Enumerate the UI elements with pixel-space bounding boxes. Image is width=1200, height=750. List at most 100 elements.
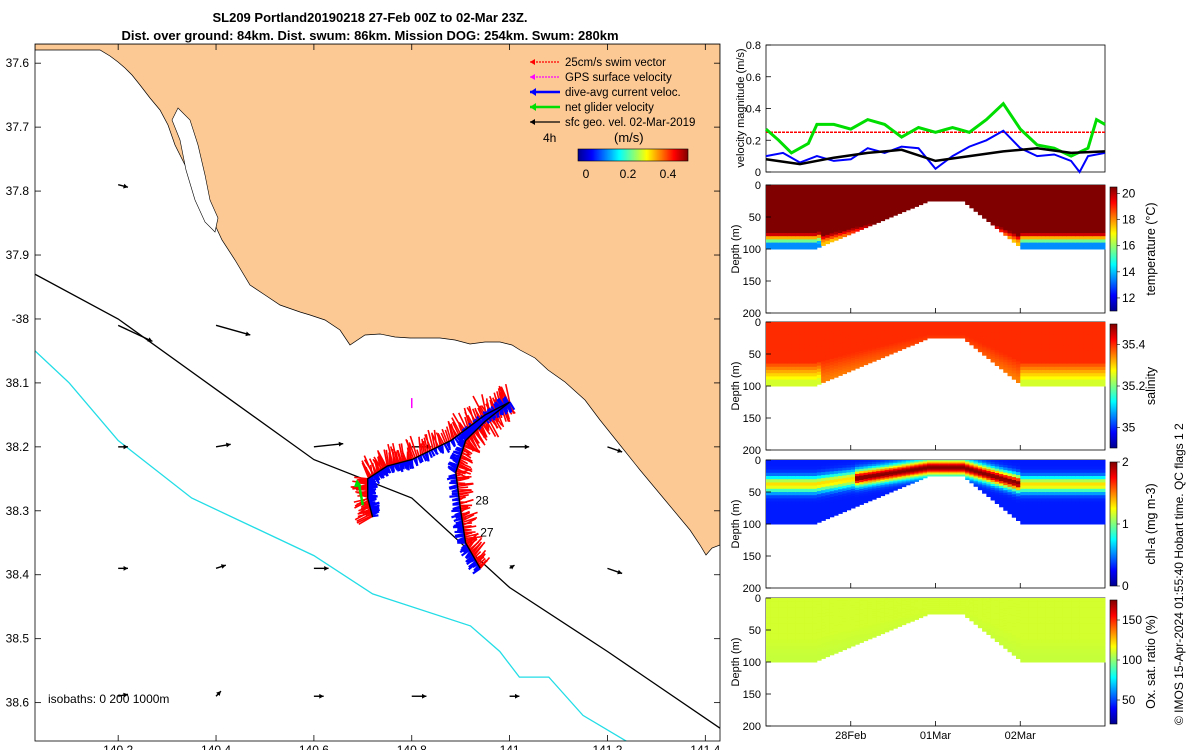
salinity-cell [1037, 322, 1042, 326]
chl-a-cell [969, 464, 975, 467]
salinity-cell [1079, 360, 1085, 365]
salinity-cell [986, 334, 992, 338]
geo-vector-head [324, 565, 329, 571]
salinity-cell [1092, 376, 1097, 381]
chl-a-cell [859, 486, 864, 490]
current-vector [419, 455, 424, 463]
salinity-cell [1079, 376, 1085, 381]
temperature-cell [1041, 197, 1047, 202]
salinity-cell [778, 354, 784, 358]
temperature-cell [1062, 201, 1068, 205]
temperature-cell [901, 198, 907, 201]
chl-a-cell [774, 517, 780, 522]
salinity-cell [948, 323, 953, 325]
salinity-cell [1096, 334, 1102, 339]
temperature-cell [774, 197, 780, 202]
temperature-cell [982, 203, 987, 206]
current-vector [460, 544, 468, 552]
temperature-cell [1028, 213, 1034, 218]
chl-a-cell [965, 476, 970, 478]
temperature-cell [994, 204, 1000, 208]
temperature-cell [1033, 239, 1038, 244]
chl-a-cell [855, 499, 860, 503]
salinity-cell [1028, 360, 1034, 365]
temperature-cell [1066, 185, 1072, 189]
salinity-cell [1096, 376, 1102, 381]
salinity-cell [783, 376, 788, 381]
chl-a-cell [766, 517, 771, 522]
salinity-cell [825, 327, 830, 332]
salinity-cell [787, 376, 792, 381]
temperature-cell [787, 213, 792, 218]
current-vector [380, 469, 386, 476]
temperature-cell [825, 231, 830, 236]
temperature-cell [867, 213, 873, 217]
temperature-cell [829, 230, 835, 234]
chl-a-cell [965, 466, 970, 469]
chl-a-cell [829, 514, 835, 518]
chl-a-cell [965, 471, 970, 474]
temperature-cell [799, 239, 805, 244]
salinity-cell [766, 334, 771, 339]
temperature-cell [999, 213, 1004, 216]
salinity-cell [931, 332, 936, 334]
salinity-cell [867, 350, 873, 354]
salinity-cell [918, 333, 924, 336]
salinity-cell [1020, 376, 1025, 381]
chl-a-cell [795, 517, 801, 522]
geo-vector-head [319, 693, 324, 699]
chl-a-cell [816, 475, 822, 480]
salinity-cell [1058, 344, 1064, 349]
chl-a-cell [948, 469, 953, 471]
swim-vector [458, 496, 466, 500]
salinity-cell [1011, 324, 1017, 329]
salinity-cell [918, 329, 924, 332]
salinity-cell [1041, 322, 1047, 326]
temperature-cell [876, 205, 881, 208]
salinity-cbtick-label: 35.2 [1122, 379, 1146, 393]
temperature-cell [1062, 245, 1068, 250]
temperature-cell [1024, 210, 1030, 215]
chl-a-cell [787, 472, 792, 477]
salinity-cell [1024, 354, 1030, 358]
chl-a-cell [842, 483, 847, 487]
salinity-cell [977, 338, 983, 341]
salinity-cell [791, 338, 797, 342]
salinity-cell [1079, 370, 1085, 374]
salinity-cell [838, 348, 843, 352]
chl-a-cell [846, 494, 852, 498]
chl-a-cell [871, 471, 877, 475]
temperature-cell [914, 192, 919, 195]
salinity-cell [999, 352, 1004, 356]
current-vector [457, 434, 466, 445]
temperature-cell [1011, 185, 1017, 189]
chl-a-cell [965, 474, 970, 477]
chl-a-cell [770, 479, 775, 483]
swim-vector [462, 516, 478, 524]
temperature-cell [914, 199, 919, 202]
salinity-cell [935, 332, 941, 334]
chl-a-cell [884, 487, 890, 490]
salinity-cell [842, 342, 847, 346]
salinity-cell [1066, 357, 1072, 361]
swim-vector [360, 493, 368, 498]
temperature-cell [986, 194, 992, 197]
chl-a-cell [876, 488, 881, 491]
chl-a-cell [855, 494, 860, 498]
temperature-cell [816, 197, 822, 201]
chl-a-cell [808, 479, 814, 483]
salinity-cell [791, 344, 797, 349]
chl-a-cell [842, 478, 847, 482]
temperature-cell [1007, 233, 1013, 237]
salinity-cell [1088, 363, 1093, 368]
chl-a-cell [965, 477, 970, 479]
temperature-cell [804, 223, 809, 228]
chl-a-cell [893, 481, 898, 484]
chl-a-cell [935, 471, 941, 473]
chl-a-cell [876, 460, 881, 463]
salinity-cell [994, 343, 1000, 347]
temperature-cell [787, 223, 792, 228]
temperature-cell [1092, 210, 1097, 215]
salinity-cell [1088, 341, 1093, 345]
